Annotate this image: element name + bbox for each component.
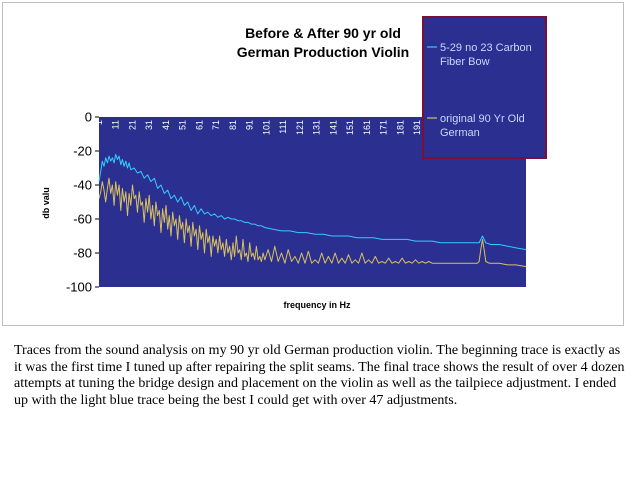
- y-tick-label: -80: [73, 246, 92, 261]
- chart-title-line-1: Before & After 90 yr old: [245, 25, 401, 41]
- legend-box: [422, 16, 547, 159]
- chart-title-line-2: German Production Violin: [237, 44, 409, 60]
- x-tick-label: 51: [178, 120, 188, 130]
- x-tick-label: 111: [278, 120, 288, 134]
- legend: 5-29 no 23 Carbon Fiber Bow original 90 …: [422, 16, 547, 159]
- x-tick-label: 101: [261, 120, 271, 135]
- y-tick-label: -100: [66, 280, 92, 295]
- x-tick-label: 171: [379, 120, 389, 135]
- x-tick-label: 11: [111, 120, 121, 129]
- x-tick-label: 121: [295, 120, 305, 135]
- y-tick-label: -20: [73, 144, 92, 159]
- x-tick-label: 91: [245, 120, 255, 130]
- chart: Before & After 90 yr old German Producti…: [41, 16, 547, 310]
- x-tick-label: 21: [127, 120, 137, 130]
- series-lines: [98, 153, 527, 268]
- x-tick-labels: 1 11 21 31 41 51 61 71 81 91 101 111 121 131 141 151 161…: [94, 120, 422, 135]
- x-axis-label: frequency in Hz: [283, 300, 351, 310]
- x-tick-label: 181: [395, 120, 405, 135]
- y-gridlines: [95, 116, 99, 288]
- chart-frame: Before & After 90 yr old German Producti…: [2, 2, 624, 326]
- x-tick-label: 61: [194, 120, 204, 130]
- x-tick-label: 131: [312, 120, 322, 135]
- x-tick-label: 191: [412, 120, 422, 135]
- y-tick-labels: 0 -20 -40 -60 -80 -100: [66, 110, 92, 295]
- caption-text: Traces from the sound analysis on my 90 …: [14, 343, 625, 408]
- x-tick-label: 161: [362, 120, 372, 135]
- y-tick-label: 0: [85, 110, 92, 125]
- y-axis-label: db valu: [41, 187, 51, 219]
- legend-label-series-2-line-1: original 90 Yr Old: [440, 113, 525, 125]
- x-tick-label: 1: [94, 120, 104, 125]
- x-tick-label: 81: [228, 120, 238, 130]
- y-tick-label: -40: [73, 178, 92, 193]
- x-tick-label: 41: [161, 120, 171, 130]
- x-tick-label: 141: [328, 120, 338, 135]
- legend-label-series-1-line-2: Fiber Bow: [440, 56, 490, 68]
- y-tick-label: -60: [73, 212, 92, 227]
- series-line-2: [98, 177, 527, 268]
- legend-label-series-2-line-2: German: [440, 127, 480, 139]
- x-tick-label: 71: [211, 120, 221, 130]
- series-line-1: [98, 153, 527, 251]
- legend-label-series-1-line-1: 5-29 no 23 Carbon: [440, 42, 532, 54]
- x-tick-label: 31: [144, 120, 154, 130]
- x-tick-label: 151: [345, 120, 355, 135]
